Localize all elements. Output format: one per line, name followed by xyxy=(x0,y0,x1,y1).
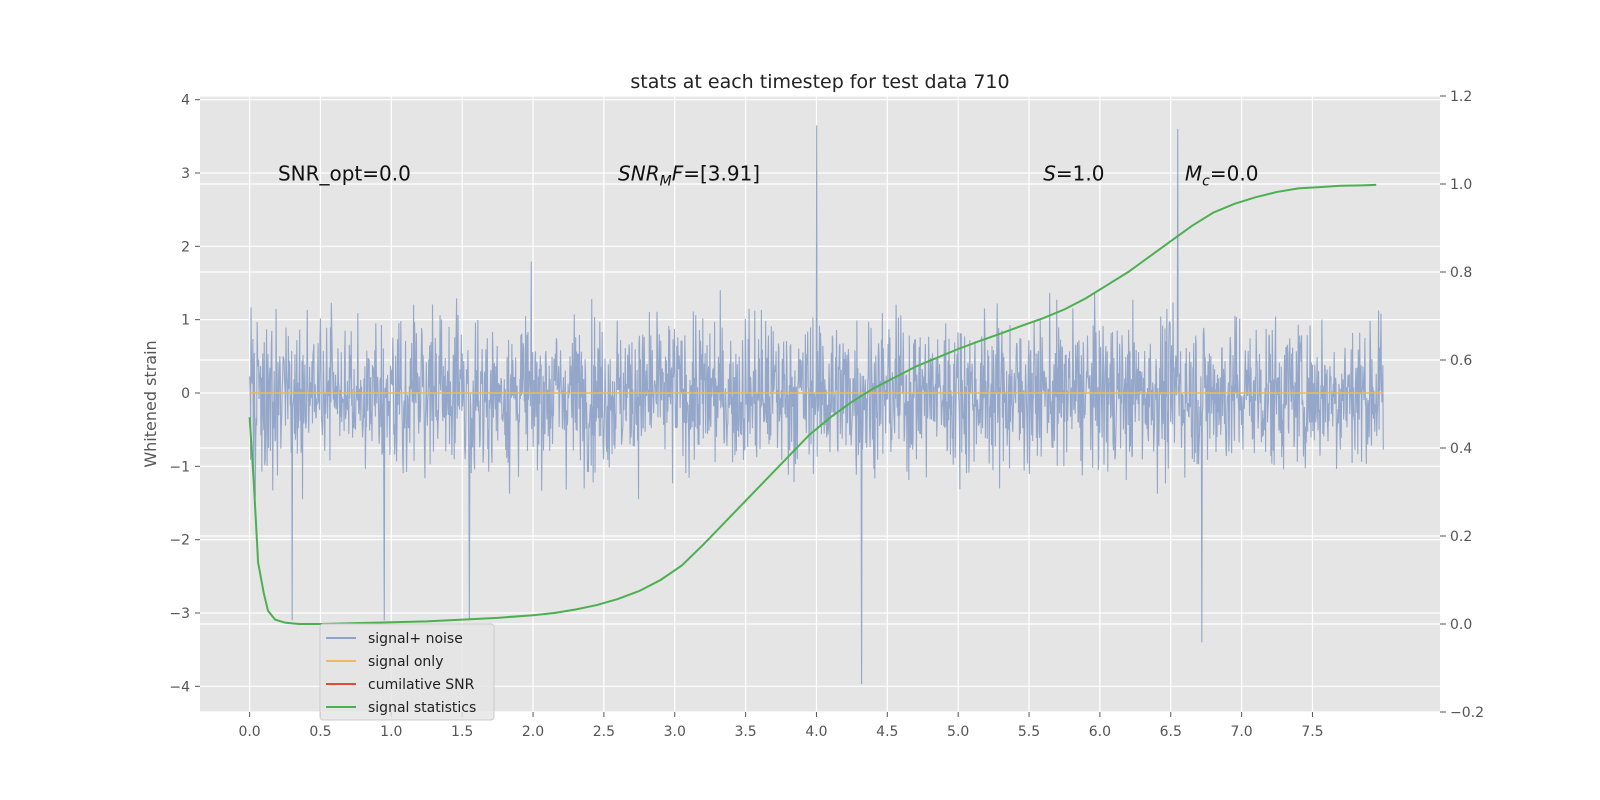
x-tick-label: 7.5 xyxy=(1301,724,1323,740)
x-tick-label: 0.5 xyxy=(309,724,331,740)
legend-label-signal-plus-noise: signal+ noise xyxy=(368,631,463,647)
annotation-snr-opt: SNR_opt=0.0 xyxy=(278,161,411,185)
legend-label-cumilative-snr: cumilative SNR xyxy=(368,677,475,693)
chart-title: stats at each timestep for test data 710 xyxy=(630,71,1009,93)
y2-tick-label: 0.6 xyxy=(1450,353,1472,369)
x-tick-label: 1.0 xyxy=(380,724,402,740)
y2-tick-label: 1.0 xyxy=(1450,177,1472,193)
x-tick-label: 4.5 xyxy=(876,724,898,740)
legend-label-signal-statistics: signal statistics xyxy=(368,700,476,716)
x-tick-label: 3.0 xyxy=(664,724,686,740)
y2-tick-label: −0.2 xyxy=(1450,705,1484,721)
x-tick-label: 6.5 xyxy=(1160,724,1182,740)
y-tick-label: −1 xyxy=(169,459,190,475)
x-tick-label: 4.0 xyxy=(805,724,827,740)
annotations: SNR_opt=0.0 SNRMF=[3.91] S=1.0 Mc=0.0 xyxy=(278,161,1259,189)
x-tick-label: 0.0 xyxy=(238,724,260,740)
x-tick-label: 1.5 xyxy=(451,724,473,740)
annotation-s: S=1.0 xyxy=(1043,161,1104,185)
x-tick-label: 5.0 xyxy=(947,724,969,740)
y2-tick-label: 0.4 xyxy=(1450,441,1472,457)
legend-box xyxy=(319,623,495,721)
y-tick-label: 2 xyxy=(181,239,190,255)
y2-tick-label: 0.8 xyxy=(1450,265,1472,281)
y-tick-label: −2 xyxy=(169,533,190,549)
series-signal-plus-noise xyxy=(249,125,1384,685)
annotation-snr-mf: SNRMF=[3.91] xyxy=(618,161,760,189)
annotation-mc: Mc=0.0 xyxy=(1185,161,1259,189)
legend-label-signal-only: signal only xyxy=(368,654,443,670)
y-tick-label: 4 xyxy=(181,93,190,109)
y-tick-label: −4 xyxy=(169,679,190,695)
x-tick-label: 2.0 xyxy=(522,724,544,740)
y2-tick-label: 0.2 xyxy=(1450,529,1472,545)
series-line-signal-statistics xyxy=(248,183,1377,625)
y-axis-label: Whitened strain xyxy=(141,340,160,467)
x-tick-label: 2.5 xyxy=(593,724,615,740)
x-tick-label: 3.5 xyxy=(734,724,756,740)
legend: signal+ noise signal only cumilative SNR… xyxy=(319,623,495,721)
y-tick-label: 3 xyxy=(181,166,190,182)
series-lines xyxy=(248,183,1384,625)
x-tick-label: 7.0 xyxy=(1230,724,1252,740)
y2-tick-label: 1.2 xyxy=(1450,89,1472,105)
axes: 0.0 0.5 1.0 1.5 2.0 2.5 3.0 3.5 4.0 4.5 5.0 5.5 6.0 6… xyxy=(169,89,1484,740)
y-tick-label: 0 xyxy=(181,386,190,402)
series-line-signal-plus-noise xyxy=(249,125,1384,685)
y-tick-label: 1 xyxy=(181,313,190,329)
y-tick-label: −3 xyxy=(169,606,190,622)
x-tick-label: 5.5 xyxy=(1018,724,1040,740)
y2-tick-label: 0.0 xyxy=(1450,617,1472,633)
x-tick-label: 6.0 xyxy=(1089,724,1111,740)
